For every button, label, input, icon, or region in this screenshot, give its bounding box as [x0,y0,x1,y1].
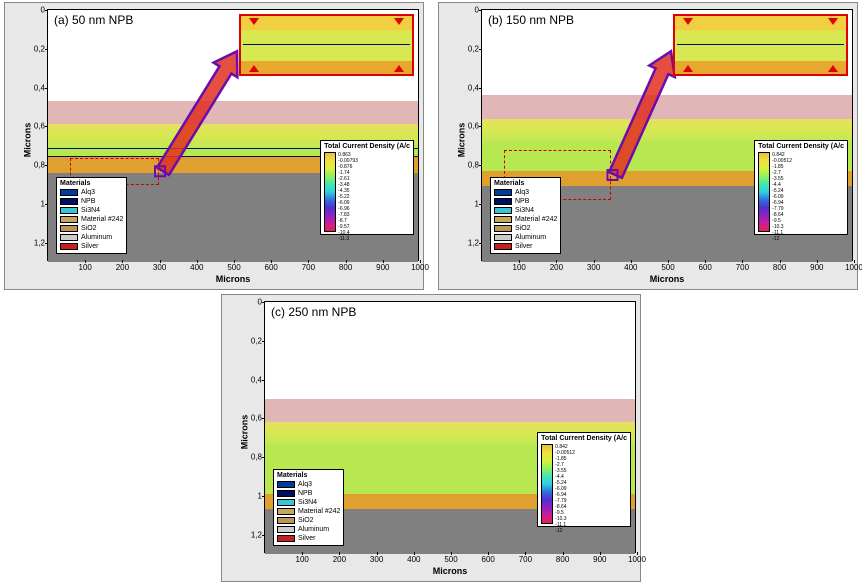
legend-label: NPB [298,490,312,497]
legend-swatch [277,526,295,533]
panel-label: (c) 250 nm NPB [271,305,356,319]
legend-row: Alq3 [277,480,340,489]
layer-silver [265,399,635,422]
legend-row: Material #242 [277,507,340,516]
legend-row: SiO2 [277,516,340,525]
legend-row: Silver [277,534,340,543]
legend-label: Si3N4 [298,499,317,506]
density-gradient [541,444,553,524]
plot-area: 00,20,40,60,811,210020030040050060070080… [264,301,636,553]
density-legend: Total Current Density (A/c 0.842-0.00512-… [537,432,631,527]
legend-row: Si3N4 [277,498,340,507]
y-axis-label: Microns [456,123,466,158]
panel-b: 00,20,40,60,811,210020030040050060070080… [438,2,858,290]
legend-label: Alq3 [298,481,312,488]
density-legend-title: Total Current Density (A/c [541,435,627,442]
callout-inset [673,14,848,76]
legend-label: Silver [298,535,316,542]
x-axis-label: Microns [650,274,685,284]
plot-area: 00,20,40,60,811,210020030040050060070080… [481,9,853,261]
legend-label: Material #242 [298,508,340,515]
y-axis-label: Microns [239,415,249,450]
callout-inset [239,14,414,76]
legend-swatch [277,481,295,488]
x-axis-label: Microns [216,274,251,284]
y-axis-label: Microns [22,123,32,158]
legend-swatch [277,490,295,497]
panel-c: 00,20,40,60,811,210020030040050060070080… [221,294,641,582]
materials-legend: Materials Alq3 NPB Si3N4 Material #242 SiO2 Al… [273,469,344,546]
panel-label: (a) 50 nm NPB [54,13,133,27]
legend-swatch [277,517,295,524]
legend-row: NPB [277,489,340,498]
legend-row: Aluminum [277,525,340,534]
legend-swatch [277,508,295,515]
panel-a: 00,20,40,60,811,210020030040050060070080… [4,2,424,290]
legend-label: Aluminum [298,526,329,533]
legend-label: SiO2 [298,517,314,524]
legend-swatch [277,535,295,542]
plot-area: 00,20,40,60,811,210020030040050060070080… [47,9,419,261]
materials-legend-title: Materials [277,472,340,479]
panel-label: (b) 150 nm NPB [488,13,574,27]
density-values: 0.842-0.00512-1.85-2.7-3.55-4.4-5.24-6.0… [555,444,575,524]
legend-swatch [277,499,295,506]
x-axis-label: Microns [433,566,468,576]
